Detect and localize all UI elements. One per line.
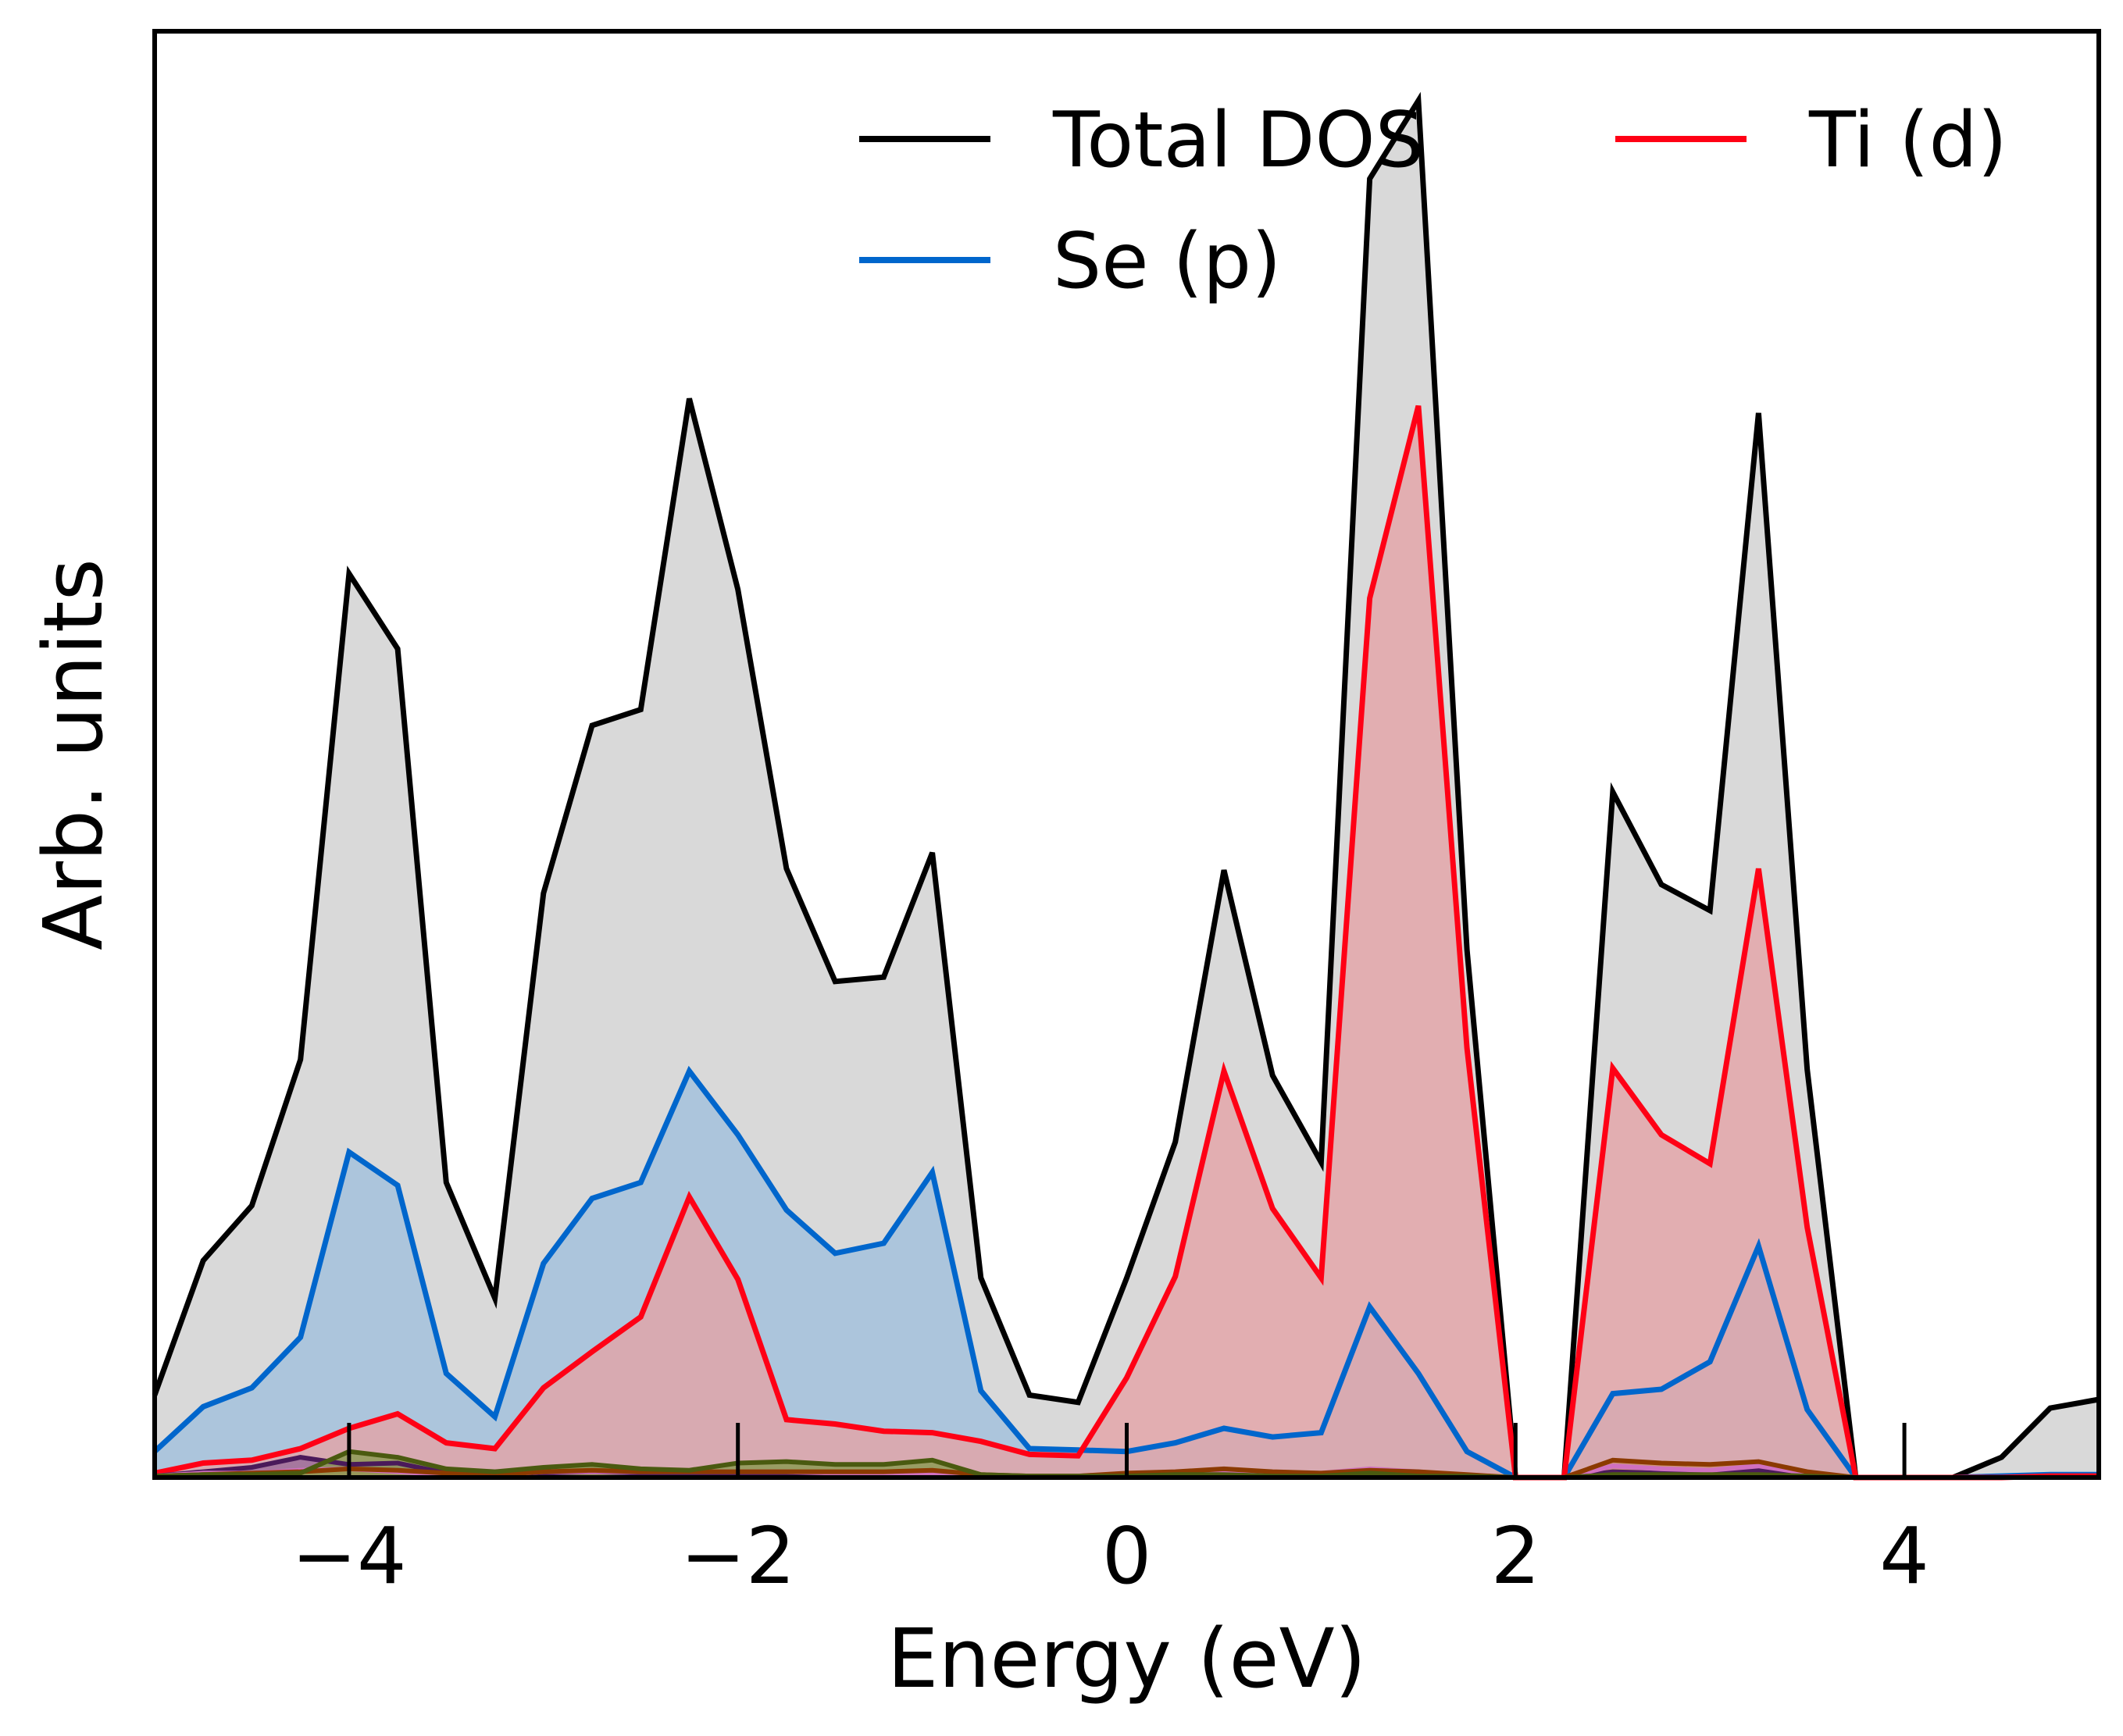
plot-frame	[152, 29, 2101, 1480]
legend-label-ti-d: Ti (d)	[1808, 96, 2007, 185]
x-tick-label: −4	[291, 1510, 406, 1602]
legend-label-total-dos: Total DOS	[1052, 96, 1424, 185]
x-tick-label: 4	[1879, 1510, 1929, 1602]
legend-label-se-p: Se (p)	[1053, 217, 1281, 306]
x-tick-label: 0	[1102, 1510, 1152, 1602]
x-ticks: −4 −2 0 2 4	[291, 1423, 1929, 1602]
ti-d-fill	[155, 405, 2099, 1478]
x-tick-label: −2	[680, 1510, 795, 1602]
total-dos-line	[152, 91, 2100, 1481]
x-tick-label: 2	[1490, 1510, 1540, 1602]
legend: Total DOS Se (p) Ti (d)	[859, 96, 2007, 306]
y-axis-label: Arb. units	[26, 558, 121, 950]
x-axis-label: Energy (eV)	[887, 1611, 1366, 1706]
ti-d-line	[154, 405, 2099, 1481]
